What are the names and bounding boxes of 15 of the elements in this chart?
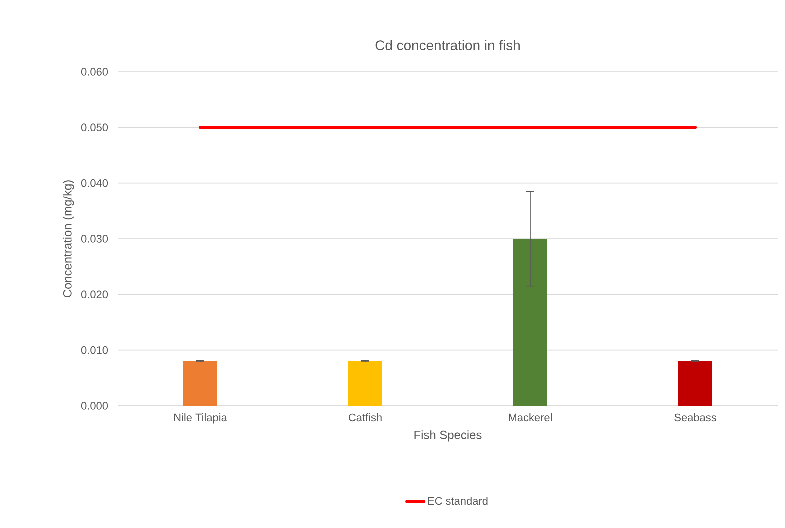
y-tick-label: 0.010 (81, 346, 108, 354)
x-tick-label: Mackerel (509, 414, 552, 422)
legend-label: EC standard (428, 497, 488, 506)
x-tick-label: Nile Tilapia (174, 414, 228, 424)
chart-title: Cd concentration in fish (376, 40, 520, 51)
y-tick-label: 0.050 (81, 124, 108, 132)
y-tick-label: 0.060 (81, 68, 108, 76)
y-tick-label: 0.030 (81, 235, 108, 243)
x-tick-label: Seabass (674, 414, 716, 422)
x-tick-label: Catfish (349, 414, 382, 422)
x-axis-title: Fish Species (414, 430, 482, 442)
y-tick-label: 0.020 (81, 290, 108, 299)
y-axis-title: Concentration (mg/kg) (63, 180, 74, 298)
y-tick-label: 0.000 (81, 402, 108, 410)
y-tick-label: 0.040 (81, 179, 108, 188)
